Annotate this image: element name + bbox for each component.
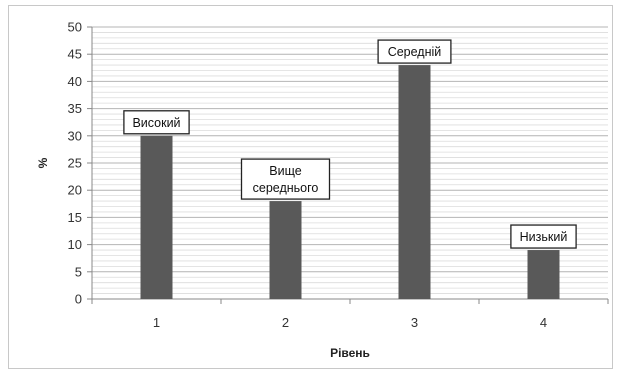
x-tick-label: 1 <box>153 315 160 330</box>
y-tick-label: 20 <box>68 183 82 198</box>
y-tick-label: 30 <box>68 128 82 143</box>
x-axis-title: Рівень <box>330 346 370 360</box>
y-tick-label: 5 <box>75 264 82 279</box>
data-callout-label: середнього <box>253 181 319 195</box>
data-callout-label: Високий <box>132 116 180 130</box>
y-tick-label: 40 <box>68 74 82 89</box>
y-tick-label: 35 <box>68 101 82 116</box>
x-tick-label: 2 <box>282 315 289 330</box>
data-callout-label: Середній <box>388 45 442 59</box>
data-callout-box <box>240 158 331 200</box>
data-callout-label: Вище <box>269 164 301 178</box>
bar <box>269 201 302 299</box>
y-tick-label: 10 <box>68 237 82 252</box>
x-tick-label: 4 <box>540 315 547 330</box>
bar <box>527 250 560 299</box>
data-callout-box <box>510 224 577 249</box>
data-callout-label: Низький <box>520 230 568 244</box>
y-tick-label: 25 <box>68 156 82 171</box>
data-callout-box <box>377 39 452 64</box>
x-tick-label: 3 <box>411 315 418 330</box>
bar <box>398 65 431 299</box>
bar <box>140 135 173 299</box>
y-tick-label: 50 <box>68 20 82 35</box>
y-tick-label: 15 <box>68 210 82 225</box>
y-tick-label: 0 <box>75 292 82 307</box>
y-axis-title: % <box>36 157 50 168</box>
y-tick-label: 45 <box>68 47 82 62</box>
data-callout-box <box>123 110 190 135</box>
